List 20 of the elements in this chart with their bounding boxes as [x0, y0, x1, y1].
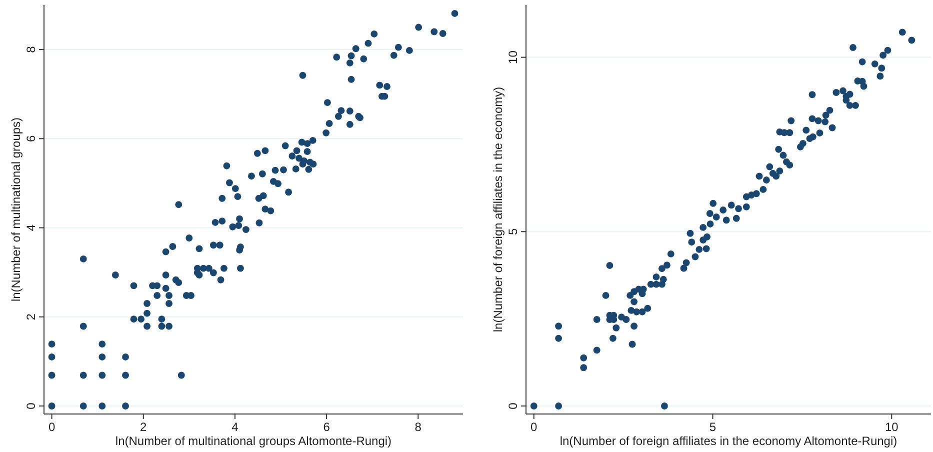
x-tick-label: 10 [884, 420, 899, 434]
y-tick-label: 8 [24, 46, 38, 53]
x-tick-label: 0 [48, 420, 56, 434]
x-tick-label: 8 [414, 420, 422, 434]
x-tick-label: 4 [232, 420, 239, 434]
y-tick-label: 4 [24, 224, 38, 232]
y-tick-label: 5 [506, 228, 520, 235]
y-tick-label: 0 [24, 402, 38, 410]
x-tick-label: 5 [709, 420, 716, 434]
x-tick-label: 6 [323, 420, 330, 434]
y-tick-label: 6 [24, 135, 38, 142]
y-axis-title: ln(Number of foreign affiliates in the economy) [491, 86, 505, 332]
x-axis-title: ln(Number of multinational groups Altomonte-Rungi) [115, 434, 392, 448]
y-tick-label: 10 [506, 50, 520, 64]
x-tick-label: 0 [530, 420, 538, 434]
y-axis-title: ln(Number of multinational groups) [9, 117, 23, 302]
y-tick-label: 0 [506, 402, 520, 410]
y-tick-label: 2 [24, 313, 38, 320]
x-tick-label: 2 [140, 420, 148, 434]
x-axis-title: ln(Number of foreign affiliates in the economy Altomonte-Rungi) [560, 434, 898, 448]
